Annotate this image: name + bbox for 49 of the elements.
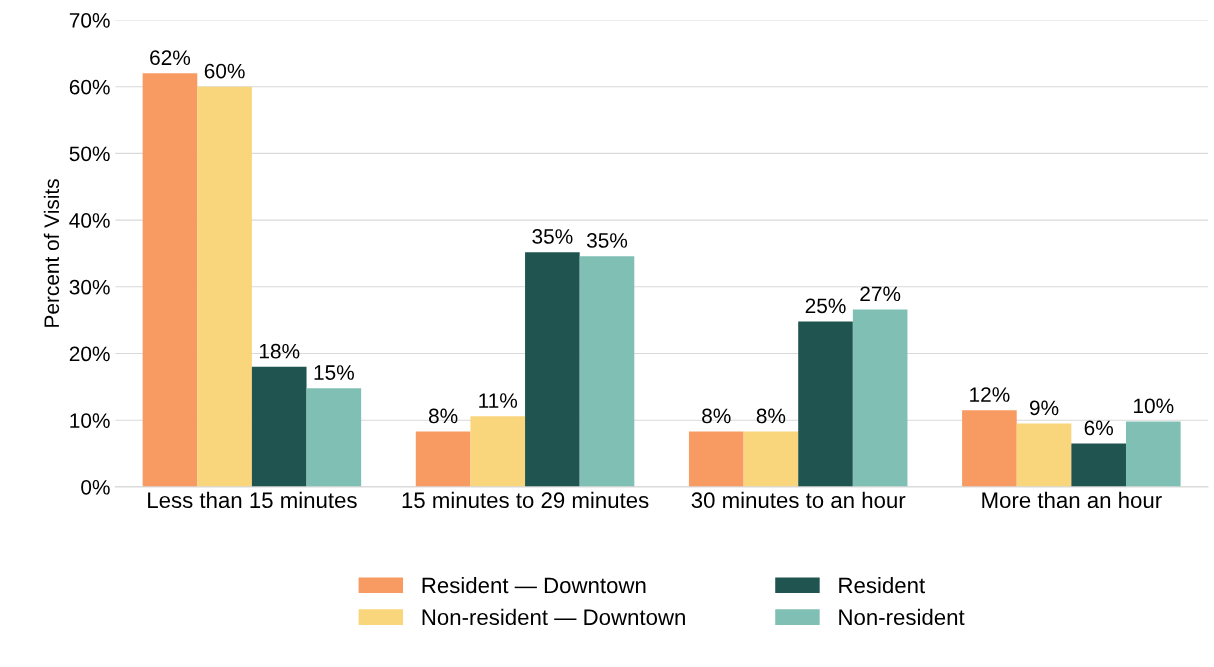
data-label: 60% bbox=[204, 63, 245, 79]
data-label: 10% bbox=[1134, 398, 1174, 414]
x-tick-label: More than an hour bbox=[982, 491, 1162, 509]
bar bbox=[1016, 423, 1072, 487]
bar bbox=[415, 431, 471, 487]
data-label: 35% bbox=[532, 229, 573, 244]
bar bbox=[962, 410, 1017, 487]
data-label: 8% bbox=[428, 408, 458, 424]
bar bbox=[798, 321, 853, 487]
legend-label: Resident — Downtown bbox=[422, 576, 646, 594]
bar bbox=[525, 252, 580, 487]
data-label: 62% bbox=[150, 50, 191, 66]
bar bbox=[579, 256, 635, 487]
bar bbox=[1071, 443, 1126, 487]
data-label: 8% bbox=[756, 408, 786, 424]
bar bbox=[142, 73, 198, 487]
bar bbox=[852, 309, 908, 487]
y-tick-label: 0% bbox=[81, 479, 110, 495]
bar bbox=[251, 366, 307, 487]
bar bbox=[743, 431, 799, 487]
x-tick-label: 30 minutes to an hour bbox=[691, 491, 906, 509]
y-tick-label: 60% bbox=[69, 79, 110, 95]
data-label: 9% bbox=[1029, 400, 1059, 416]
y-tick-label: 70% bbox=[69, 13, 110, 28]
data-label: 11% bbox=[479, 393, 518, 408]
data-label: 18% bbox=[259, 343, 300, 359]
bar bbox=[197, 86, 252, 487]
data-label: 27% bbox=[860, 286, 901, 302]
y-tick-label: 40% bbox=[69, 213, 110, 228]
data-label: 35% bbox=[586, 233, 628, 248]
legend-label: Non-resident bbox=[839, 608, 965, 626]
bar bbox=[688, 431, 744, 487]
data-label: 25% bbox=[805, 298, 846, 314]
x-tick-label: Less than 15 minutes bbox=[148, 491, 357, 509]
x-tick-label: 15 minutes to 29 minutes bbox=[402, 491, 649, 509]
y-axis-title: Percent of Visits bbox=[43, 179, 60, 327]
y-tick-label: 30% bbox=[69, 279, 110, 295]
data-label: 6% bbox=[1084, 420, 1113, 436]
y-tick-label: 50% bbox=[69, 146, 110, 162]
data-label: 15% bbox=[314, 365, 354, 380]
bar bbox=[470, 416, 526, 487]
legend-label: Non-resident — Downtown bbox=[422, 608, 685, 626]
y-tick-label: 10% bbox=[70, 413, 110, 428]
data-label: 8% bbox=[702, 408, 731, 424]
y-tick-label: 20% bbox=[69, 346, 110, 362]
bar bbox=[1125, 421, 1181, 487]
data-label: 12% bbox=[970, 387, 1010, 402]
legend-label: Resident bbox=[839, 576, 925, 594]
bar bbox=[306, 388, 362, 487]
